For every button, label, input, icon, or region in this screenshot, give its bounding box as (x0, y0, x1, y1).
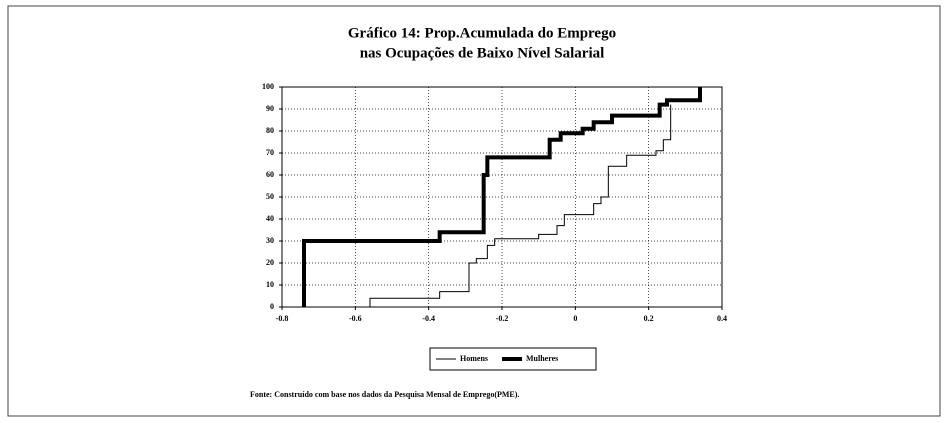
x-tick-label: -0.2 (496, 314, 509, 323)
frame (7, 5, 941, 417)
series-line (369, 104, 672, 307)
y-tick-label: 20 (266, 258, 274, 267)
y-tick-label: 50 (266, 192, 274, 201)
x-tick-label: -0.8 (276, 314, 289, 323)
x-tick-label: 0 (573, 314, 577, 323)
source-note: Fonte: Construído com base nos dados da … (250, 390, 519, 399)
y-tick-label: 100 (262, 82, 274, 91)
y-tick-label: 90 (266, 104, 274, 113)
legend-label: Homens (460, 354, 488, 363)
series-line (302, 87, 702, 307)
plot-area (281, 86, 723, 308)
y-tick-label: 70 (266, 148, 274, 157)
x-tick-label: -0.4 (422, 314, 435, 323)
y-tick-label: 30 (266, 236, 274, 245)
chart-title: nas Ocupações de Baixo Nível Salarial (360, 45, 605, 61)
y-tick-label: 40 (266, 214, 274, 223)
y-tick-label: 80 (266, 126, 274, 135)
y-tick-label: 10 (266, 280, 274, 289)
y-tick-label: 0 (270, 302, 274, 311)
x-tick-label: 0.4 (717, 314, 727, 323)
y-tick-label: 60 (266, 170, 274, 179)
legend-label: Mulheres (526, 354, 558, 363)
x-tick-label: 0.2 (644, 314, 654, 323)
chart-title: Gráfico 14: Prop.Acumulada do Emprego (348, 25, 616, 41)
x-tick-label: -0.6 (349, 314, 362, 323)
